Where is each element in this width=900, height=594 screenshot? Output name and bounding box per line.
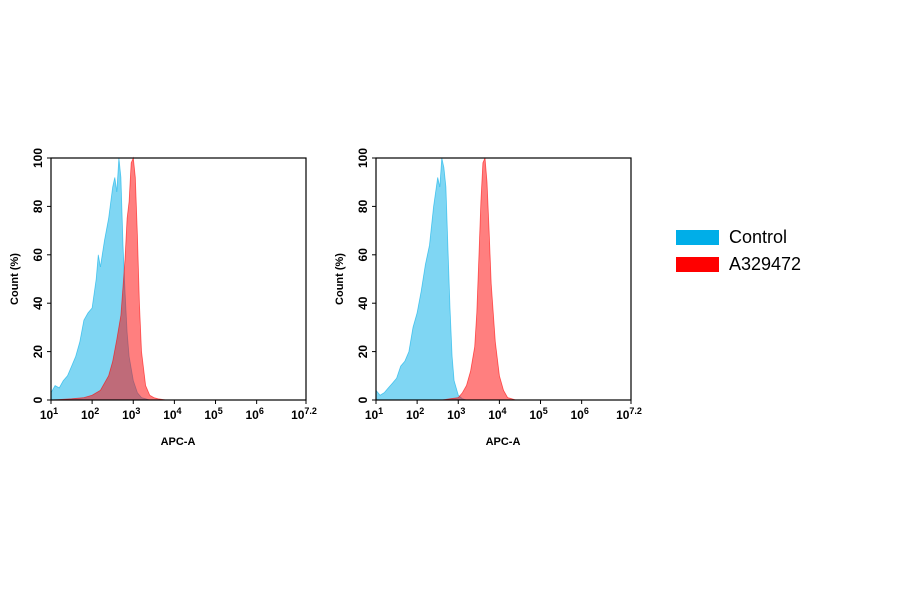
y-tick-label: 60 bbox=[31, 248, 45, 262]
legend: Control A329472 bbox=[676, 224, 801, 278]
legend-label-a329472: A329472 bbox=[729, 254, 802, 274]
series-layer bbox=[375, 157, 516, 401]
plot-frame bbox=[375, 157, 632, 401]
y-tick-label: 0 bbox=[356, 396, 370, 403]
legend-swatch-control bbox=[676, 230, 719, 245]
chart-2: 0 20 40 60 80 100 101 102 103 104 105 106 107.2 APC… bbox=[334, 148, 642, 448]
x-tick-label: 103 bbox=[447, 406, 465, 422]
y-ticks: 0 20 40 60 80 100 bbox=[31, 148, 51, 403]
x-tick-label: 101 bbox=[365, 406, 383, 422]
y-tick-label: 80 bbox=[356, 199, 370, 213]
y-tick-label: 20 bbox=[356, 345, 370, 359]
legend-swatch-a329472 bbox=[676, 257, 719, 272]
plot-frame bbox=[50, 157, 307, 401]
x-tick-label: 105 bbox=[529, 406, 547, 422]
y-tick-label: 100 bbox=[31, 148, 45, 168]
y-tick-label: 60 bbox=[356, 248, 370, 262]
x-tick-label: 104 bbox=[488, 406, 506, 422]
series-layer bbox=[50, 156, 175, 401]
y-axis-label: Count (%) bbox=[9, 253, 21, 305]
x-tick-label: 101 bbox=[40, 406, 58, 422]
chart-1: 0 20 40 60 80 100 101 102 103 104 105 106 107.2 APC… bbox=[9, 148, 317, 448]
y-ticks: 0 20 40 60 80 100 bbox=[356, 148, 376, 403]
legend-label-control: Control bbox=[729, 227, 788, 247]
x-ticks: 101 102 103 104 105 106 107.2 bbox=[365, 400, 642, 422]
series-area-a329472 bbox=[50, 156, 175, 401]
y-axis-label: Count (%) bbox=[334, 253, 346, 305]
y-tick-label: 20 bbox=[31, 345, 45, 359]
x-tick-label: 107.2 bbox=[291, 406, 317, 422]
legend-item-control: Control bbox=[676, 224, 801, 251]
x-tick-label: 106 bbox=[245, 406, 263, 422]
x-ticks: 101 102 103 104 105 106 107.2 bbox=[40, 400, 317, 422]
series-area-control bbox=[50, 157, 167, 401]
series-area-control bbox=[375, 157, 467, 401]
y-tick-label: 80 bbox=[31, 199, 45, 213]
y-tick-label: 100 bbox=[356, 148, 370, 168]
x-axis-label: APC-A bbox=[486, 436, 521, 448]
legend-item-a329472: A329472 bbox=[676, 251, 801, 278]
x-axis-label: APC-A bbox=[161, 436, 196, 448]
x-tick-label: 102 bbox=[406, 406, 424, 422]
x-tick-label: 105 bbox=[204, 406, 222, 422]
x-tick-label: 103 bbox=[122, 406, 140, 422]
x-tick-label: 102 bbox=[81, 406, 99, 422]
x-tick-label: 104 bbox=[163, 406, 181, 422]
y-tick-label: 40 bbox=[31, 296, 45, 310]
x-tick-label: 107.2 bbox=[616, 406, 642, 422]
y-tick-label: 0 bbox=[31, 396, 45, 403]
series-area-a329472 bbox=[441, 157, 516, 401]
y-tick-label: 40 bbox=[356, 296, 370, 310]
x-tick-label: 106 bbox=[570, 406, 588, 422]
